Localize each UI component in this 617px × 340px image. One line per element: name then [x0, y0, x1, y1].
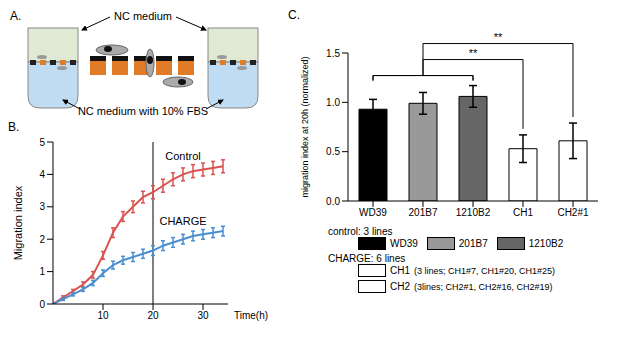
svg-text:20: 20 [147, 310, 159, 321]
svg-text:NC medium with 10% FBS: NC medium with 10% FBS [78, 105, 208, 117]
html-text:B.: B. [8, 120, 20, 134]
svg-text:5: 5 [39, 137, 45, 148]
html-text:control: 3 lines: control: 3 lines [328, 226, 393, 237]
html-text:1210B2: 1210B2 [528, 238, 564, 249]
html-text:(3lines; CH2#1, CH2#16, CH2#19: (3lines; CH2#1, CH2#16, CH2#19) [414, 281, 553, 292]
svg-text:2: 2 [39, 234, 45, 245]
svg-text:migration index at 20h (normal: migration index at 20h (normalized) [300, 56, 310, 197]
svg-text:Migration index: Migration index [12, 185, 24, 260]
svg-text:1.0: 1.0 [326, 97, 340, 108]
svg-text:201B7: 201B7 [409, 207, 438, 218]
svg-text:0.5: 0.5 [326, 146, 340, 157]
html-text:201B7: 201B7 [458, 238, 488, 249]
svg-text:A.: A. [10, 9, 21, 23]
html-text:CH2: CH2 [390, 281, 410, 292]
html-text:C.: C. [288, 8, 300, 22]
svg-text:10: 10 [97, 310, 109, 321]
svg-text:**: ** [469, 47, 478, 59]
svg-text:1: 1 [39, 266, 45, 277]
svg-text:Control: Control [165, 150, 200, 162]
html-text:CH1: CH1 [390, 265, 410, 276]
svg-text:0.0: 0.0 [326, 196, 340, 207]
svg-text:30: 30 [197, 310, 209, 321]
svg-text:NC medium: NC medium [114, 10, 172, 22]
svg-text:CHARGE: CHARGE [159, 215, 206, 227]
svg-text:WD39: WD39 [359, 207, 387, 218]
svg-text:4: 4 [39, 169, 45, 180]
html-text:CHARGE: 6 lines: CHARGE: 6 lines [328, 253, 406, 264]
svg-text:CH2#1: CH2#1 [557, 207, 589, 218]
svg-text:Time(h): Time(h) [234, 310, 268, 321]
html-text:WD39: WD39 [390, 238, 418, 249]
svg-text:3: 3 [39, 201, 45, 212]
svg-text:1.5: 1.5 [326, 48, 340, 59]
svg-text:0: 0 [39, 299, 45, 310]
svg-text:1210B2: 1210B2 [456, 207, 491, 218]
html-text:(3 lines; CH1#7, CH1#20, CH1#2: (3 lines; CH1#7, CH1#20, CH1#25) [414, 265, 556, 276]
svg-text:CH1: CH1 [513, 207, 533, 218]
svg-text:**: ** [494, 31, 503, 43]
